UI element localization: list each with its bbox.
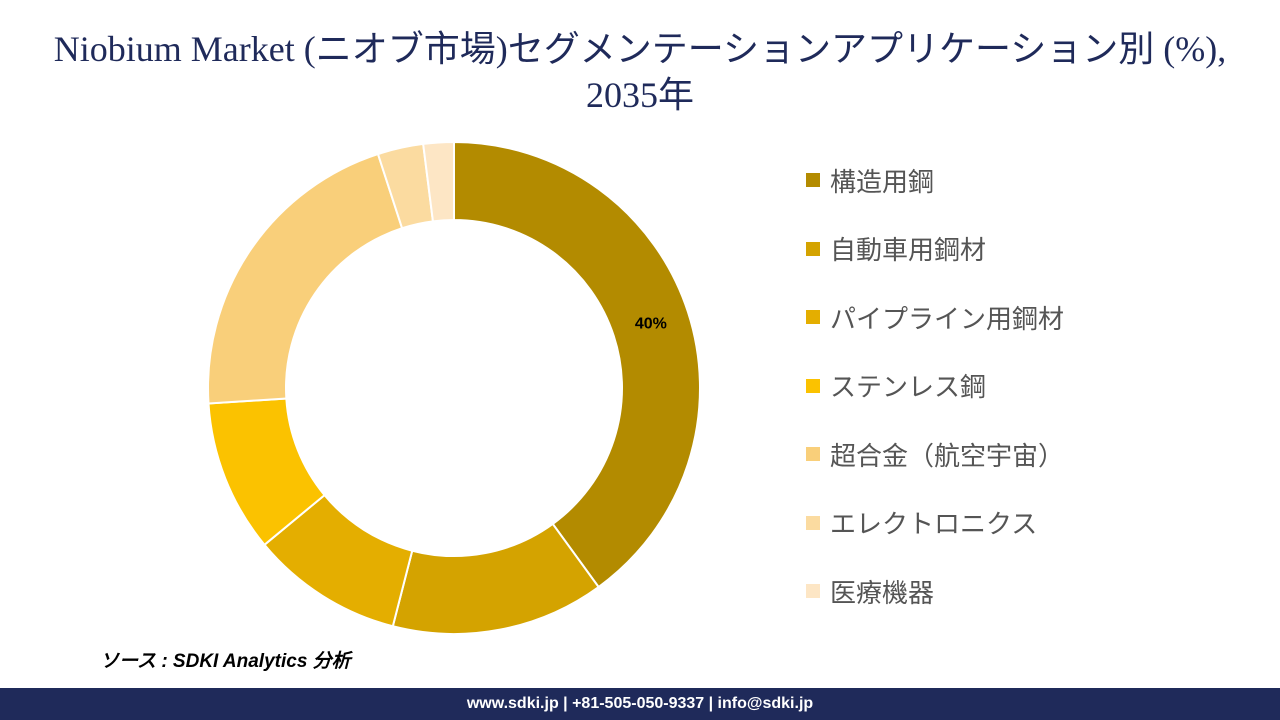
data-label-1: 40%: [635, 315, 667, 332]
legend-item-4: ステンレス鋼: [806, 368, 986, 404]
legend-label: 医療機器: [830, 578, 935, 609]
legend-label: ステンレス鋼: [830, 373, 987, 403]
donut-slice-1: [453, 140, 701, 589]
donut-slice-5: [207, 152, 404, 405]
legend-label: パイプライン用鋼材: [830, 304, 1065, 335]
source-note: ソース : SDKI Analytics 分析: [100, 651, 351, 672]
legend-item-2: 自動車用鋼材: [806, 231, 986, 267]
legend-swatch: [806, 584, 820, 598]
legend-item-6: エレクトロニクス: [806, 505, 1037, 541]
legend-label: 自動車用鋼材: [830, 236, 987, 266]
legend-label: エレクトロニクス: [830, 510, 1038, 540]
legend-swatch: [806, 447, 820, 461]
footer-contact: www.sdki.jp | +81-505-050-9337 | info@sd…: [466, 695, 814, 712]
donut-slices: [207, 140, 701, 635]
legend-item-1: 構造用鋼: [806, 162, 934, 198]
legend-swatch: [806, 310, 820, 324]
legend-swatch: [806, 241, 820, 256]
chart-title: Niobium Market (ニオブ市場)セグメンテーションアプリケーション別…: [53, 29, 1227, 115]
legend-label: 構造用鋼: [830, 167, 935, 198]
data-labels: 40%: [635, 315, 667, 332]
legend-swatch: [806, 515, 820, 530]
legend-item-5: 超合金（航空宇宙）: [806, 436, 1064, 472]
legend-swatch: [806, 378, 820, 393]
donut-slice-7: [422, 140, 455, 223]
legend-item-7: 医療機器: [806, 573, 934, 609]
footer-bar: www.sdki.jp | +81-505-050-9337 | info@sd…: [0, 688, 1280, 720]
legend-item-3: パイプライン用鋼材: [806, 299, 1064, 335]
legend-swatch: [806, 173, 820, 187]
legend-label: 超合金（航空宇宙）: [830, 441, 1065, 472]
